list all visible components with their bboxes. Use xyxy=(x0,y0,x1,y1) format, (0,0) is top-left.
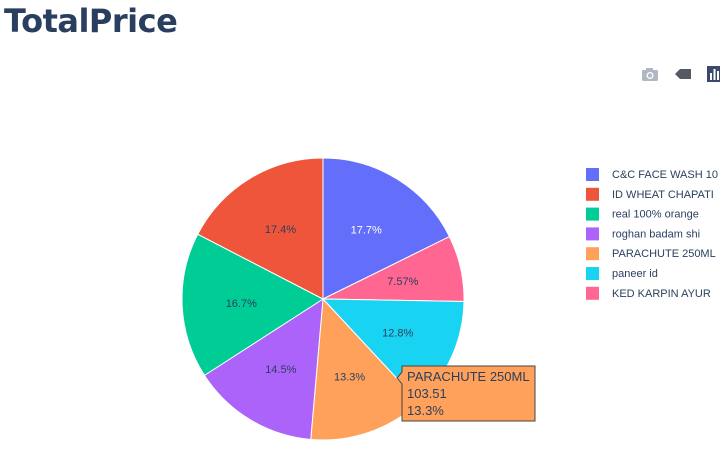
slice-percent-label: 13.3% xyxy=(334,371,365,383)
legend-label: PARACHUTE 250ML xyxy=(612,248,716,260)
bar-chart-icon[interactable] xyxy=(706,64,720,84)
pie-slice-id-wheat-chapati[interactable] xyxy=(197,157,324,300)
slice-percent-label: 17.4% xyxy=(265,224,296,236)
camera-icon[interactable] xyxy=(640,64,660,84)
slice-percent-label: 14.5% xyxy=(265,364,296,376)
legend-swatch xyxy=(586,227,599,241)
legend-swatch xyxy=(586,247,599,261)
pie-slice-real-100-orange[interactable] xyxy=(181,233,324,377)
modebar xyxy=(640,64,720,86)
legend-item-paneer-id[interactable]: paneer id xyxy=(586,267,658,280)
slice-percent-label: 17.7% xyxy=(351,225,382,237)
legend-swatch xyxy=(586,187,599,201)
slice-percent-label: 7.57% xyxy=(387,276,418,288)
legend-swatch xyxy=(586,207,599,221)
hover-value: 103.51 xyxy=(407,386,447,401)
pie-slice-roghan-badam-shi[interactable] xyxy=(203,298,324,441)
hover-percent: 13.3% xyxy=(407,403,444,418)
legend-label: roghan badam shi xyxy=(612,228,700,240)
legend-swatch xyxy=(586,168,599,181)
pie-slice-c-c-face-wash-10[interactable] xyxy=(322,157,451,300)
legend-item-id-wheat-chapati[interactable]: ID WHEAT CHAPATI xyxy=(586,187,714,201)
slice-percent-label: 12.8% xyxy=(382,327,413,339)
hover-tooltip-box xyxy=(396,365,536,422)
legend-swatch xyxy=(586,267,599,280)
legend-label: paneer id xyxy=(612,268,658,280)
legend-item-roghan-badam-shi[interactable]: roghan badam shi xyxy=(586,227,700,241)
legend-label: real 100% orange xyxy=(612,209,699,221)
legend-item-parachute-250ml[interactable]: PARACHUTE 250ML xyxy=(586,247,716,261)
legend-swatch xyxy=(586,286,599,300)
legend-label: C&C FACE WASH 10 xyxy=(612,169,718,181)
slice-percent-label: 16.7% xyxy=(226,298,257,310)
legend-item-real-100-orange[interactable]: real 100% orange xyxy=(586,207,699,221)
legend-item-ked-karpin-ayur[interactable]: KED KARPIN AYUR xyxy=(586,286,711,300)
chart-title: TotalPrice xyxy=(4,2,178,40)
hover-label: PARACHUTE 250ML xyxy=(407,369,530,384)
legend-item-c-c-face-wash-10[interactable]: C&C FACE WASH 10 xyxy=(586,168,718,181)
legend-label: KED KARPIN AYUR xyxy=(612,288,711,300)
legend-label: ID WHEAT CHAPATI xyxy=(612,189,714,201)
tag-icon[interactable] xyxy=(673,64,693,84)
